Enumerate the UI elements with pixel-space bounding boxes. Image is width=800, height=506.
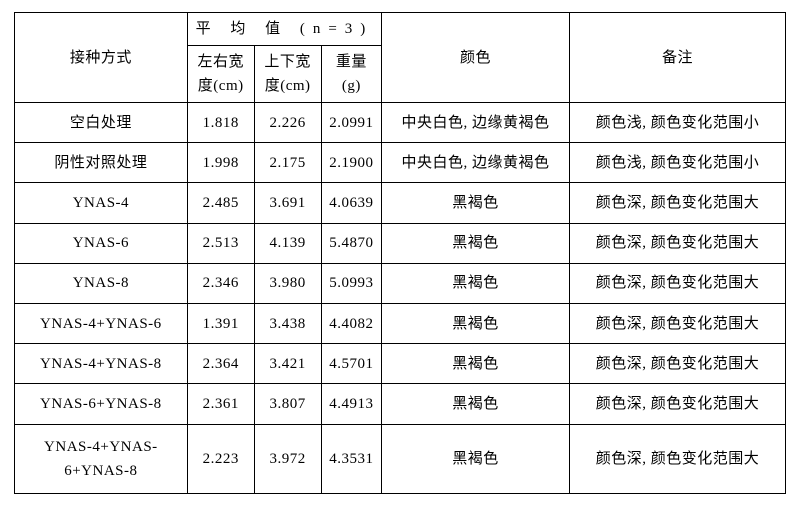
cell-method: YNAS-4+YNAS-8 <box>15 344 188 384</box>
cell-weight: 2.1900 <box>321 143 382 183</box>
cell-width-lr: 2.223 <box>187 424 254 494</box>
cell-color: 黑褐色 <box>382 424 570 494</box>
cell-weight: 4.5701 <box>321 344 382 384</box>
cell-method: YNAS-4+YNAS-6+YNAS-8 <box>15 424 188 494</box>
cell-weight: 5.0993 <box>321 263 382 303</box>
cell-color: 黑褐色 <box>382 183 570 223</box>
table-header-row-1: 接种方式 平 均 值 (n=3) 颜色 备注 <box>15 13 786 46</box>
table-row: YNAS-4+YNAS-61.3913.4384.4082黑褐色颜色深, 颜色变… <box>15 303 786 343</box>
cell-method: YNAS-4+YNAS-6 <box>15 303 188 343</box>
cell-width-lr: 2.364 <box>187 344 254 384</box>
cell-weight: 4.4082 <box>321 303 382 343</box>
table-header: 接种方式 平 均 值 (n=3) 颜色 备注 左右宽度(cm) 上下宽度(cm)… <box>15 13 786 103</box>
cell-note: 颜色浅, 颜色变化范围小 <box>570 103 786 143</box>
cell-weight: 4.4913 <box>321 384 382 424</box>
cell-weight: 4.0639 <box>321 183 382 223</box>
cell-width-tb: 4.139 <box>254 223 321 263</box>
cell-method: YNAS-6+YNAS-8 <box>15 384 188 424</box>
header-width-tb: 上下宽度(cm) <box>254 46 321 103</box>
table-row: YNAS-6+YNAS-82.3613.8074.4913黑褐色颜色深, 颜色变… <box>15 384 786 424</box>
cell-note: 颜色深, 颜色变化范围大 <box>570 344 786 384</box>
cell-width-lr: 1.998 <box>187 143 254 183</box>
cell-width-lr: 1.818 <box>187 103 254 143</box>
cell-note: 颜色深, 颜色变化范围大 <box>570 384 786 424</box>
cell-width-tb: 3.438 <box>254 303 321 343</box>
cell-method: YNAS-4 <box>15 183 188 223</box>
cell-note: 颜色深, 颜色变化范围大 <box>570 183 786 223</box>
cell-note: 颜色浅, 颜色变化范围小 <box>570 143 786 183</box>
cell-width-lr: 2.485 <box>187 183 254 223</box>
cell-color: 黑褐色 <box>382 263 570 303</box>
cell-width-tb: 2.226 <box>254 103 321 143</box>
cell-width-lr: 2.361 <box>187 384 254 424</box>
cell-width-tb: 3.421 <box>254 344 321 384</box>
cell-note: 颜色深, 颜色变化范围大 <box>570 303 786 343</box>
cell-color: 黑褐色 <box>382 223 570 263</box>
cell-width-tb: 3.972 <box>254 424 321 494</box>
cell-color: 中央白色, 边缘黄褐色 <box>382 103 570 143</box>
cell-color: 黑褐色 <box>382 384 570 424</box>
table-body: 空白处理1.8182.2262.0991中央白色, 边缘黄褐色颜色浅, 颜色变化… <box>15 103 786 494</box>
data-table: 接种方式 平 均 值 (n=3) 颜色 备注 左右宽度(cm) 上下宽度(cm)… <box>14 12 786 494</box>
cell-width-tb: 2.175 <box>254 143 321 183</box>
cell-method: 阴性对照处理 <box>15 143 188 183</box>
page: 接种方式 平 均 值 (n=3) 颜色 备注 左右宽度(cm) 上下宽度(cm)… <box>0 0 800 506</box>
table-row: YNAS-62.5134.1395.4870黑褐色颜色深, 颜色变化范围大 <box>15 223 786 263</box>
cell-note: 颜色深, 颜色变化范围大 <box>570 223 786 263</box>
header-weight: 重量(g) <box>321 46 382 103</box>
cell-color: 黑褐色 <box>382 303 570 343</box>
table-row: YNAS-4+YNAS-82.3643.4214.5701黑褐色颜色深, 颜色变… <box>15 344 786 384</box>
table-row: 阴性对照处理1.9982.1752.1900中央白色, 边缘黄褐色颜色浅, 颜色… <box>15 143 786 183</box>
header-color: 颜色 <box>382 13 570 103</box>
table-row: YNAS-82.3463.9805.0993黑褐色颜色深, 颜色变化范围大 <box>15 263 786 303</box>
cell-width-tb: 3.807 <box>254 384 321 424</box>
cell-weight: 4.3531 <box>321 424 382 494</box>
cell-note: 颜色深, 颜色变化范围大 <box>570 424 786 494</box>
cell-width-tb: 3.691 <box>254 183 321 223</box>
cell-width-tb: 3.980 <box>254 263 321 303</box>
cell-note: 颜色深, 颜色变化范围大 <box>570 263 786 303</box>
cell-color: 中央白色, 边缘黄褐色 <box>382 143 570 183</box>
cell-method: YNAS-8 <box>15 263 188 303</box>
cell-width-lr: 2.346 <box>187 263 254 303</box>
header-width-lr: 左右宽度(cm) <box>187 46 254 103</box>
cell-width-lr: 1.391 <box>187 303 254 343</box>
cell-method: 空白处理 <box>15 103 188 143</box>
table-row: 空白处理1.8182.2262.0991中央白色, 边缘黄褐色颜色浅, 颜色变化… <box>15 103 786 143</box>
cell-method: YNAS-6 <box>15 223 188 263</box>
header-method: 接种方式 <box>15 13 188 103</box>
cell-weight: 2.0991 <box>321 103 382 143</box>
cell-width-lr: 2.513 <box>187 223 254 263</box>
table-row: YNAS-42.4853.6914.0639黑褐色颜色深, 颜色变化范围大 <box>15 183 786 223</box>
header-avg-group: 平 均 值 (n=3) <box>187 13 381 46</box>
header-note: 备注 <box>570 13 786 103</box>
cell-weight: 5.4870 <box>321 223 382 263</box>
cell-color: 黑褐色 <box>382 344 570 384</box>
table-row: YNAS-4+YNAS-6+YNAS-82.2233.9724.3531黑褐色颜… <box>15 424 786 494</box>
